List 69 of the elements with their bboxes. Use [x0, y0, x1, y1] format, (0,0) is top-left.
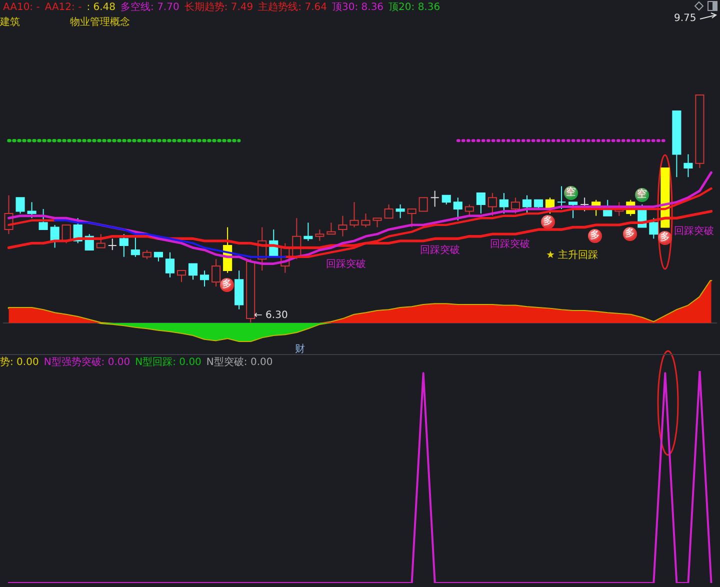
candlestick: [350, 202, 359, 228]
text: N型突破: 0.00: [206, 357, 273, 369]
annotation: 回踩突破: [326, 259, 366, 271]
text: 9.75: [674, 13, 696, 25]
annotation: ★ 主升回踩: [546, 250, 598, 262]
text: 物业管理概念: [70, 17, 130, 29]
candlestick: [534, 199, 544, 210]
candlestick: [396, 204, 405, 219]
annotation: 多: [220, 278, 234, 292]
text: 顶30: 8.36: [332, 2, 384, 14]
candlestick: [326, 222, 336, 235]
text: : 6.48: [86, 2, 116, 14]
candlestick: [315, 229, 324, 242]
candlestick: [488, 192, 497, 216]
text: 顶20: 8.36: [388, 2, 440, 14]
candlestick: [165, 252, 175, 278]
candlestick: [418, 197, 428, 212]
candlestick: [476, 192, 486, 214]
candlestick: [154, 252, 163, 262]
candlestick: [684, 154, 693, 178]
candlestick: [407, 208, 416, 228]
candlestick: [649, 218, 658, 240]
candlestick: [176, 270, 186, 282]
candlestick: [200, 270, 210, 288]
candlestick: [464, 204, 474, 216]
candlestick: [212, 258, 221, 288]
text: 建筑: [0, 17, 20, 29]
candlestick: [188, 263, 198, 280]
text: 长期趋势: 7.49: [184, 2, 254, 14]
annotation: 多: [588, 229, 602, 243]
annotation: 多: [658, 231, 672, 245]
annotation: 回踩突破: [420, 245, 460, 257]
candlestick: [372, 218, 382, 228]
candlestick: [38, 208, 48, 230]
candlestick: [430, 190, 440, 208]
candlestick: [568, 202, 578, 219]
candlestick: [108, 238, 117, 251]
annotation: 多: [623, 227, 637, 241]
annotation: 多: [541, 215, 555, 229]
candlestick: [361, 213, 370, 228]
text: AA10: -: [3, 2, 40, 14]
text: 势: 0.00: [0, 357, 39, 369]
candlestick: [16, 197, 25, 214]
annotation: 空: [635, 188, 649, 202]
annotation: 回踩突破: [490, 239, 530, 251]
candlestick: [510, 197, 520, 214]
annotation: 空: [564, 186, 578, 200]
candlestick: [50, 224, 60, 248]
candlestick: [499, 192, 508, 214]
candlestick: [304, 222, 313, 242]
candlestick: [27, 202, 36, 219]
candlestick: [384, 204, 394, 219]
text: 财: [295, 344, 305, 356]
text: AA12: -: [44, 2, 82, 14]
text: N型强势突破: 0.00: [44, 357, 130, 369]
text: 主趋势线: 7.64: [258, 2, 327, 14]
candlestick: [96, 234, 106, 248]
candlestick: [557, 186, 566, 210]
text: N型回踩: 0.00: [135, 357, 202, 369]
annotation: 回踩突破: [674, 226, 714, 238]
candlestick: [453, 197, 462, 221]
text: 多空线: 7.70: [120, 2, 180, 14]
candlestick: [130, 236, 140, 258]
candlestick: [580, 197, 590, 212]
candlestick: [119, 234, 128, 258]
candlestick: [522, 194, 532, 214]
candlestick: [142, 250, 152, 260]
candlestick: [338, 215, 348, 237]
candlestick: [442, 194, 451, 205]
